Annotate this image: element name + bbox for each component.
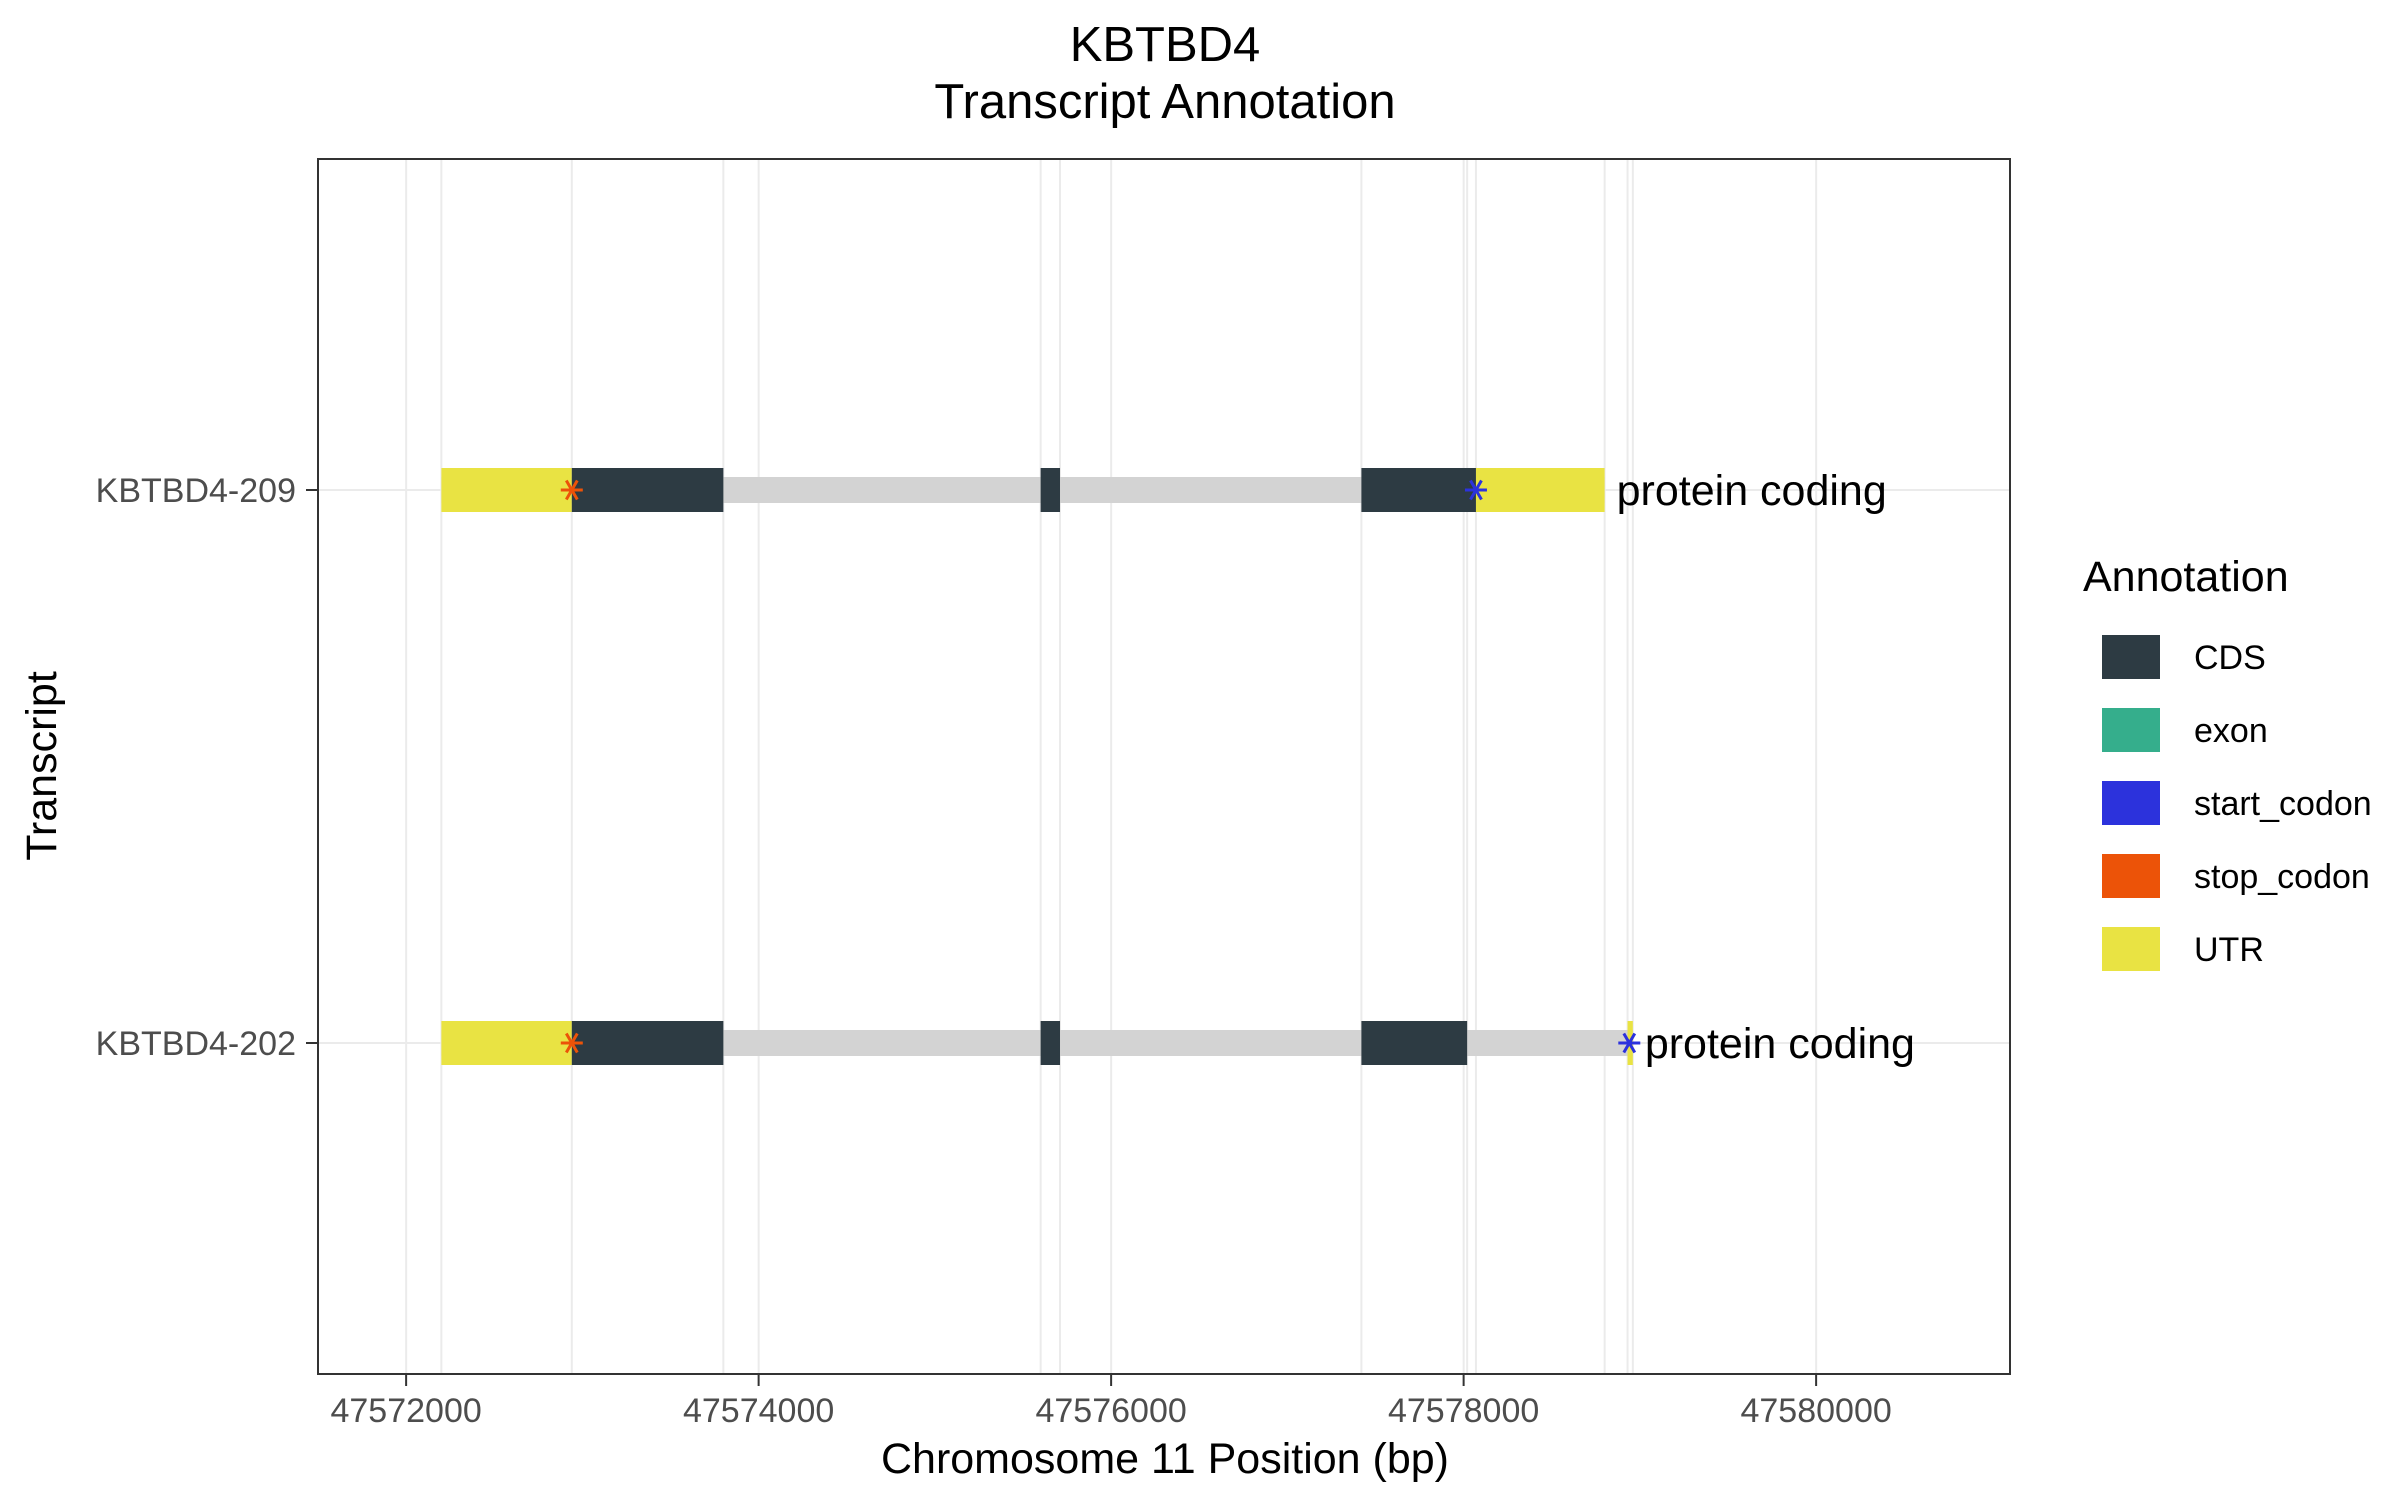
y-axis: KBTBD4-209 KBTBD4-202 — [96, 472, 318, 1063]
cds-segment — [571, 1021, 724, 1065]
x-tick-label: 47580000 — [1740, 1392, 1891, 1430]
x-tick-label: 47574000 — [683, 1392, 834, 1430]
asterisk-stroke — [565, 479, 579, 501]
transcript-type-label: protein coding — [1617, 467, 1887, 515]
cds-segment — [571, 468, 724, 512]
y-tick-label: KBTBD4-202 — [96, 1025, 296, 1063]
y-tick-label: KBTBD4-209 — [96, 472, 296, 510]
intron-lines — [441, 477, 1633, 1056]
asterisk-stroke — [1622, 1032, 1637, 1054]
legend: Annotation CDS exon start_codon stop_codon U… — [2083, 553, 2372, 971]
stop-codon-marker — [560, 1032, 583, 1054]
legend-label: UTR — [2194, 931, 2264, 969]
legend-label: CDS — [2194, 639, 2266, 677]
utr-segment — [1475, 468, 1605, 512]
chart-title: KBTBD4 — [1070, 18, 1261, 72]
cds-segment — [1040, 1021, 1061, 1065]
transcript-type-label: protein coding — [1645, 1020, 1915, 1068]
legend-key-utr — [2102, 927, 2160, 971]
cds-segment — [1040, 468, 1061, 512]
utr-segment — [441, 468, 572, 512]
legend-key-stop-codon — [2102, 854, 2160, 898]
legend-key-exon — [2102, 708, 2160, 752]
asterisk-stroke — [1469, 479, 1483, 501]
codon-markers — [560, 479, 1641, 1054]
start-codon-marker — [1618, 1032, 1641, 1054]
plot-panel-border — [317, 158, 2011, 1375]
legend-title: Annotation — [2083, 553, 2289, 601]
stop-codon-marker — [560, 479, 583, 501]
legend-key-cds — [2102, 635, 2160, 679]
asterisk-stroke — [565, 1032, 579, 1054]
cds-segment — [1361, 468, 1476, 512]
x-axis-title: Chromosome 11 Position (bp) — [881, 1435, 1449, 1483]
y-axis-title: Transcript — [18, 671, 66, 861]
x-axis: 47572000 47574000 47576000 47578000 47580000 — [330, 1374, 1892, 1430]
legend-key-start-codon — [2102, 781, 2160, 825]
chart-subtitle: Transcript Annotation — [934, 75, 1395, 129]
legend-label: start_codon — [2194, 785, 2372, 823]
x-tick-label: 47572000 — [330, 1392, 481, 1430]
utr-segment — [441, 1021, 572, 1065]
grid-lines — [318, 159, 2010, 1374]
cds-segment — [1361, 1021, 1468, 1065]
start-codon-marker — [1464, 479, 1487, 501]
legend-items: CDS exon start_codon stop_codon UTR — [2102, 635, 2372, 971]
legend-label: exon — [2194, 712, 2268, 750]
x-tick-label: 47578000 — [1388, 1392, 1539, 1430]
legend-label: stop_codon — [2194, 858, 2370, 896]
transcript-type-labels: protein coding protein coding — [1617, 467, 1915, 1068]
x-tick-label: 47576000 — [1035, 1392, 1186, 1430]
feature-bars — [441, 468, 1633, 1065]
